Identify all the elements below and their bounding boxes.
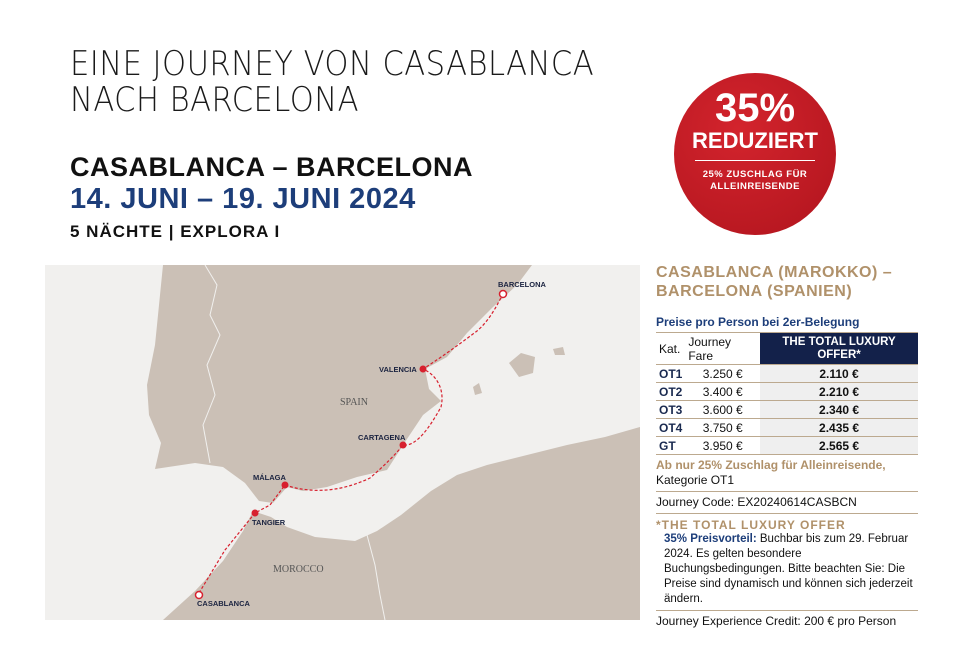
- badge-note-1: 25% ZUSCHLAG FÜR: [702, 169, 808, 180]
- route-line: [198, 293, 504, 594]
- headline: EINE JOURNEY VON CASABLANCA NACH BARCELO…: [70, 46, 594, 118]
- menorca: [553, 347, 565, 355]
- port-cartagena-marker: [399, 441, 407, 449]
- table-row: OT1 3.250 €2.110 €: [656, 364, 918, 383]
- label-casablanca: CASABLANCA: [197, 599, 250, 608]
- label-valencia: VALENCIA: [379, 365, 417, 374]
- header-fare: Journey Fare: [685, 332, 761, 365]
- port-tangier-marker: [251, 509, 259, 517]
- offer-body: Buchbar bis zum 29. Februar 2024. Es gel…: [664, 533, 913, 605]
- label-morocco: MOROCCO: [273, 564, 324, 575]
- portugal-border: [202, 265, 221, 464]
- single-supplement: Ab nur 25% Zuschlag für Alleinreisende, …: [656, 455, 918, 492]
- cell-cat: OT4: [656, 418, 686, 437]
- port-barcelona-marker: [498, 289, 508, 299]
- label-spain: SPAIN: [340, 397, 368, 408]
- header-offer: THE TOTAL LUXURY OFFER*: [760, 332, 918, 365]
- table-row: OT4 3.750 €2.435 €: [656, 418, 918, 437]
- cell-offer: 2.210 €: [760, 382, 918, 401]
- offer-text: 35% Preisvorteil: Buchbar bis zum 29. Fe…: [656, 532, 918, 611]
- cell-fare: 3.950 €: [685, 436, 761, 455]
- route-map: CASABLANCA TANGIER MÁLAGA CARTAGENA VALE…: [45, 265, 640, 620]
- badge-percent: 35%: [714, 86, 796, 130]
- cell-offer: 2.340 €: [760, 400, 918, 419]
- ibiza: [473, 383, 482, 395]
- single-note: Ab nur 25% Zuschlag für Alleinreisende,: [656, 458, 886, 472]
- offer-bold: 35% Preisvorteil:: [664, 533, 757, 545]
- iberia-land: [147, 265, 532, 503]
- discount-badge: 35% REDUZIERT 25% ZUSCHLAG FÜR ALLEINREI…: [674, 73, 836, 235]
- table-header: Kat. Journey Fare THE TOTAL LUXURY OFFER…: [656, 332, 918, 365]
- badge-note-2: ALLEINREISENDE: [710, 181, 800, 192]
- price-table: Kat. Journey Fare THE TOTAL LUXURY OFFER…: [656, 332, 918, 455]
- cell-fare: 3.750 €: [685, 418, 761, 437]
- travel-dates: 14. JUNI – 19. JUNI 2024: [70, 183, 416, 215]
- label-cartagena: CARTAGENA: [358, 433, 406, 442]
- cell-cat: OT2: [656, 382, 686, 401]
- badge-label: REDUZIERT: [692, 128, 818, 153]
- cell-fare: 3.250 €: [685, 364, 761, 383]
- cell-offer: 2.435 €: [760, 418, 918, 437]
- panel-title-line1: CASABLANCA (MAROKKO) –: [656, 264, 893, 281]
- morocco-border: [366, 534, 386, 620]
- port-malaga-marker: [281, 481, 289, 489]
- cell-offer: 2.110 €: [760, 364, 918, 383]
- table-row: OT2 3.400 €2.210 €: [656, 382, 918, 401]
- port-casablanca-marker: [194, 590, 204, 600]
- route-title: CASABLANCA – BARCELONA: [70, 152, 474, 182]
- panel-title-line2: BARCELONA (SPANIEN): [656, 283, 853, 300]
- cell-fare: 3.600 €: [685, 400, 761, 419]
- price-subtitle: Preise pro Person bei 2er-Belegung: [656, 315, 860, 329]
- mallorca: [509, 353, 535, 377]
- cell-fare: 3.400 €: [685, 382, 761, 401]
- cell-offer: 2.565 €: [760, 436, 918, 455]
- journey-code: Journey Code: EX20240614CASBCN: [656, 492, 918, 514]
- cell-cat: GT: [656, 436, 686, 455]
- badge-divider: [695, 160, 815, 161]
- cell-cat: OT1: [656, 364, 686, 383]
- label-malaga: MÁLAGA: [253, 473, 286, 482]
- ship-info: 5 NÄCHTE | EXPLORA I: [70, 222, 281, 241]
- headline-line1: EINE JOURNEY VON CASABLANCA: [70, 44, 595, 84]
- headline-line2: NACH BARCELONA: [70, 80, 359, 120]
- cell-cat: OT3: [656, 400, 686, 419]
- single-category: Kategorie OT1: [656, 473, 735, 487]
- table-row: GT 3.950 €2.565 €: [656, 436, 918, 455]
- africa-land: [163, 427, 640, 620]
- experience-credit: Journey Experience Credit: 200 € pro Per…: [656, 614, 897, 628]
- offer-title: *THE TOTAL LUXURY OFFER: [656, 518, 846, 532]
- price-panel: CASABLANCA (MAROKKO) – BARCELONA (SPANIE…: [656, 263, 918, 632]
- table-row: OT3 3.600 €2.340 €: [656, 400, 918, 419]
- port-valencia-marker: [419, 365, 427, 373]
- header-cat: Kat.: [656, 332, 686, 365]
- label-tangier: TANGIER: [252, 518, 286, 527]
- label-barcelona: BARCELONA: [498, 280, 546, 289]
- ports: [194, 289, 508, 600]
- panel-title: CASABLANCA (MAROKKO) – BARCELONA (SPANIE…: [656, 263, 918, 301]
